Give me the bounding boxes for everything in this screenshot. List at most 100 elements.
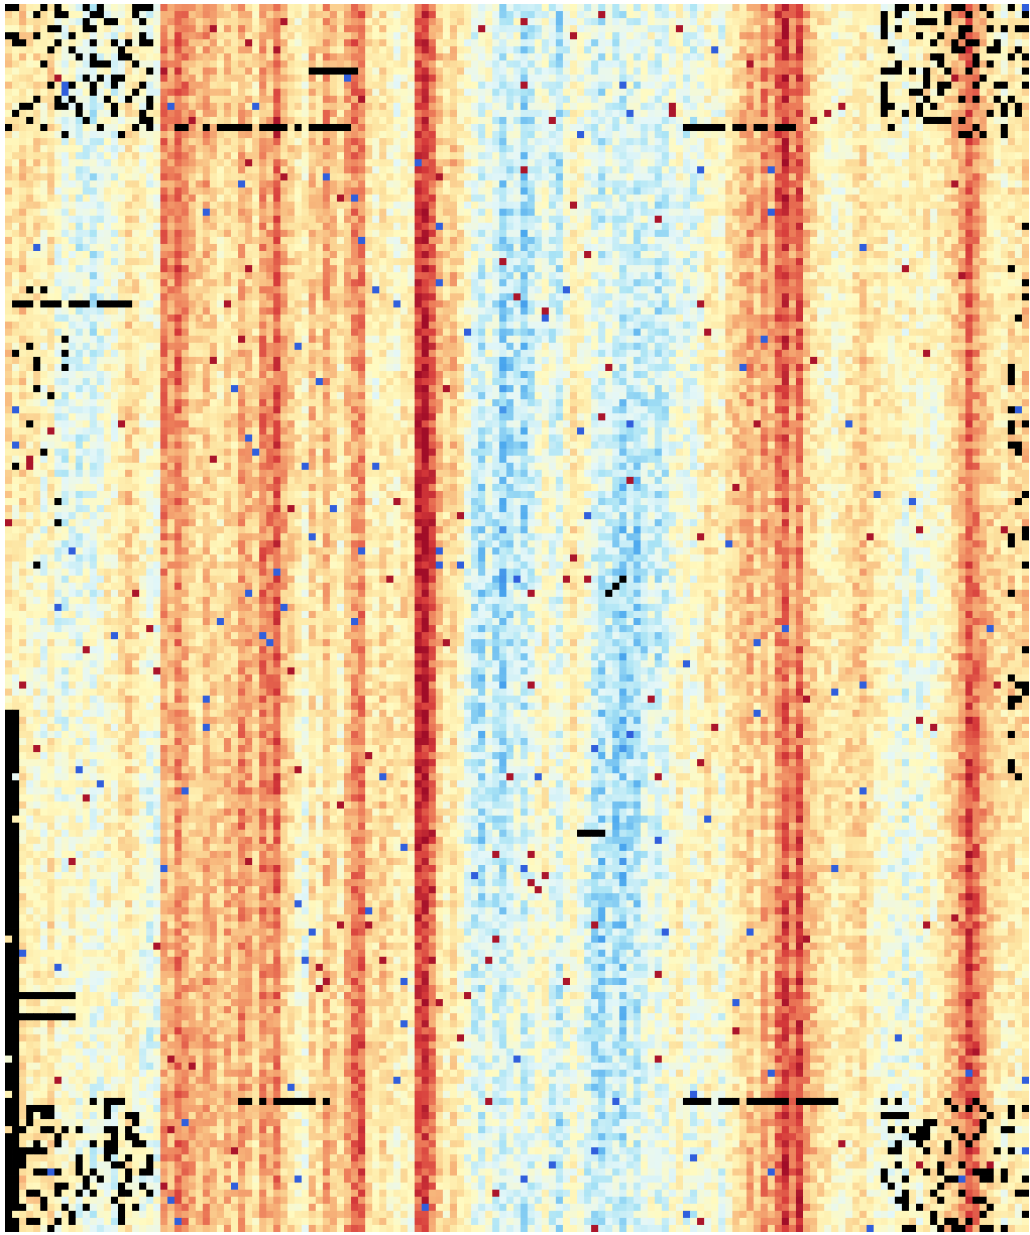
heatmap-cell	[415, 223, 422, 230]
heatmap-cell	[302, 39, 309, 46]
heatmap-cell	[259, 209, 266, 216]
heatmap-cell	[182, 11, 189, 18]
heatmap-cell	[775, 145, 782, 152]
heatmap-cell	[831, 32, 838, 39]
heatmap-cell	[386, 173, 393, 180]
heatmap-cell	[245, 96, 252, 103]
heatmap-cell	[973, 131, 980, 138]
heatmap-cell	[874, 46, 881, 53]
heatmap-cell	[125, 209, 132, 216]
heatmap-cell	[570, 103, 577, 110]
heatmap-cell	[422, 216, 429, 223]
heatmap-cell	[295, 96, 302, 103]
heatmap-cell	[189, 124, 196, 131]
heatmap-cell	[584, 39, 591, 46]
heatmap-cell	[817, 25, 824, 32]
heatmap-cell	[386, 223, 393, 230]
heatmap-cell	[337, 96, 344, 103]
heatmap-cell	[436, 209, 443, 216]
heatmap-cell	[19, 68, 26, 75]
heatmap-cell	[845, 223, 852, 230]
heatmap-cell	[408, 11, 415, 18]
heatmap-cell	[874, 82, 881, 89]
heatmap-cell	[457, 152, 464, 159]
heatmap-cell	[273, 230, 280, 237]
heatmap-cell	[528, 124, 535, 131]
heatmap-cell	[12, 152, 19, 159]
heatmap-cell	[683, 96, 690, 103]
heatmap-cell	[90, 145, 97, 152]
heatmap-cell	[591, 124, 598, 131]
heatmap-cell	[718, 11, 725, 18]
heatmap-cell	[196, 180, 203, 187]
heatmap-cell	[775, 60, 782, 67]
heatmap-cell	[252, 18, 259, 25]
heatmap-cell	[499, 209, 506, 216]
heatmap-cell	[775, 166, 782, 173]
heatmap-cell	[400, 75, 407, 82]
heatmap-cell	[125, 68, 132, 75]
heatmap-cell	[295, 18, 302, 25]
heatmap-cell	[457, 46, 464, 53]
heatmap-cell	[464, 32, 471, 39]
heatmap-cell	[817, 187, 824, 194]
heatmap-cell	[951, 25, 958, 32]
heatmap-cell	[69, 46, 76, 53]
heatmap-cell	[605, 187, 612, 194]
heatmap-cell	[174, 18, 181, 25]
heatmap-cell	[810, 75, 817, 82]
heatmap-cell	[739, 103, 746, 110]
heatmap-cell	[400, 60, 407, 67]
heatmap-cell	[895, 46, 902, 53]
heatmap-cell	[309, 124, 316, 131]
heatmap-cell	[542, 230, 549, 237]
heatmap-cell	[252, 11, 259, 18]
heatmap-cell	[930, 209, 937, 216]
heatmap-cell	[987, 131, 994, 138]
heatmap-cell	[245, 216, 252, 223]
heatmap-cell	[718, 60, 725, 67]
heatmap-cell	[577, 46, 584, 53]
heatmap-cell	[160, 124, 167, 131]
heatmap-cell	[937, 53, 944, 60]
heatmap-cell	[464, 68, 471, 75]
heatmap-cell	[457, 202, 464, 209]
heatmap-cell	[852, 11, 859, 18]
heatmap-cell	[132, 244, 139, 251]
heatmap-cell	[626, 18, 633, 25]
heatmap-cell	[810, 68, 817, 75]
heatmap-cell	[937, 60, 944, 67]
heatmap-cell	[457, 103, 464, 110]
heatmap-cell	[302, 223, 309, 230]
heatmap-cell	[422, 103, 429, 110]
heatmap-cell	[973, 195, 980, 202]
heatmap-cell	[316, 46, 323, 53]
heatmap-cell	[47, 166, 54, 173]
heatmap-cell	[400, 230, 407, 237]
heatmap-cell	[605, 60, 612, 67]
heatmap-cell	[860, 32, 867, 39]
heatmap-cell	[280, 187, 287, 194]
heatmap-cell	[845, 209, 852, 216]
heatmap-cell	[704, 96, 711, 103]
heatmap-cell	[478, 75, 485, 82]
heatmap-cell	[754, 75, 761, 82]
heatmap-cell	[125, 4, 132, 11]
heatmap-cell	[104, 53, 111, 60]
heatmap-cell	[782, 32, 789, 39]
heatmap-cell	[90, 82, 97, 89]
heatmap-cell	[379, 32, 386, 39]
heatmap-cell	[789, 75, 796, 82]
heatmap-cell	[739, 166, 746, 173]
heatmap-cell	[408, 32, 415, 39]
heatmap-cell	[506, 32, 513, 39]
heatmap-cell	[422, 166, 429, 173]
heatmap-cell	[669, 166, 676, 173]
heatmap-cell	[612, 159, 619, 166]
heatmap-cell	[273, 159, 280, 166]
heatmap-cell	[789, 39, 796, 46]
heatmap-cell	[436, 145, 443, 152]
heatmap-cell	[365, 32, 372, 39]
heatmap-cell	[669, 75, 676, 82]
heatmap-cell	[259, 145, 266, 152]
